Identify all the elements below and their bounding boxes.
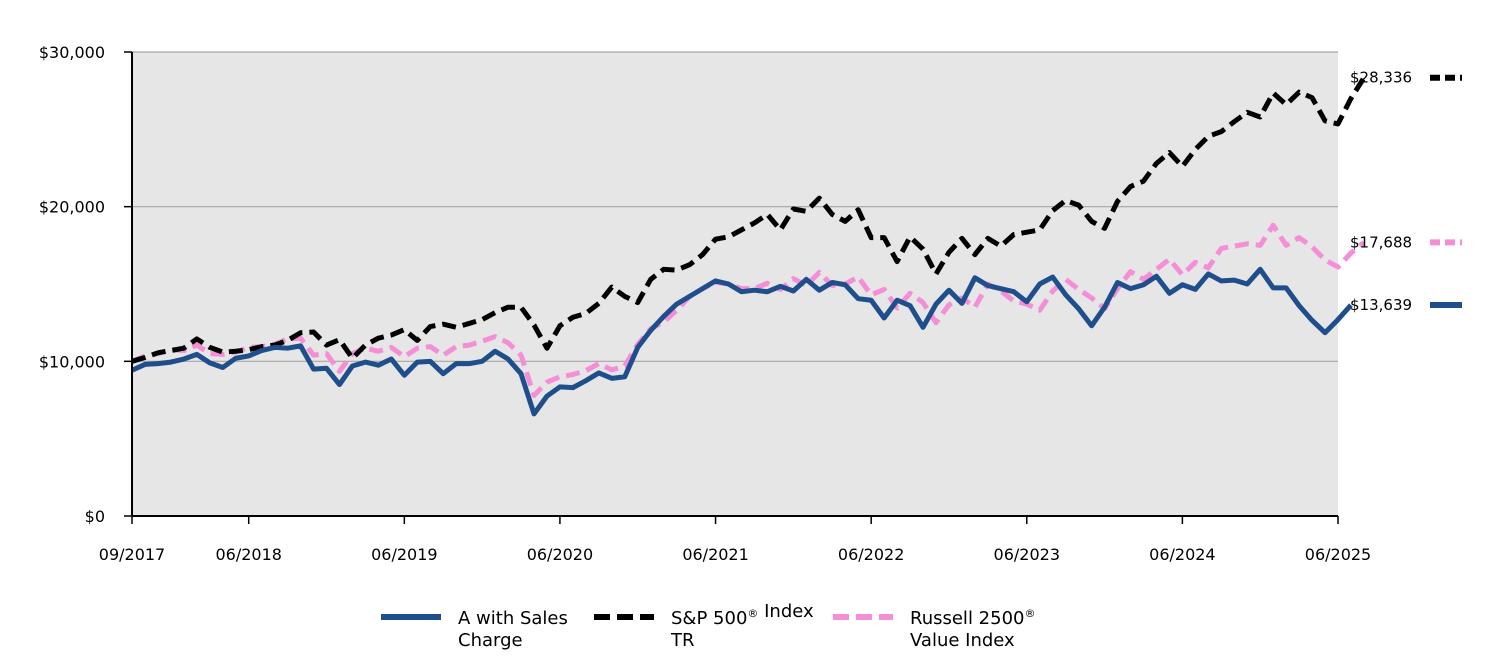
y-tick-label: $10,000 [39, 352, 105, 371]
series-line [130, 266, 1353, 417]
legend-label: S&P 500® Index [671, 601, 814, 629]
x-tick-label: 06/2024 [1149, 545, 1215, 564]
x-tick-label: 06/2025 [1305, 545, 1371, 564]
y-tick-label: $20,000 [39, 198, 105, 217]
legend-label: Russell 2500® [910, 607, 1035, 629]
series-lines [130, 76, 1367, 417]
y-tick-label: $30,000 [39, 43, 105, 62]
legend-label: TR [670, 630, 695, 651]
end-labels: $13,639 $28,336 $17,688 [1350, 69, 1462, 314]
y-axis-ticks: $0 $10,000 $20,000 $30,000 [39, 43, 132, 526]
x-tick-label: 06/2021 [682, 545, 748, 564]
x-tick-label: 06/2022 [838, 545, 904, 564]
x-tick-label: 06/2019 [371, 545, 437, 564]
end-value-label: $28,336 [1350, 69, 1412, 87]
legend-label: Value Index [910, 630, 1015, 651]
end-value-label: $17,688 [1350, 233, 1412, 251]
end-value-label: $13,639 [1350, 296, 1412, 314]
legend-label: Charge [458, 630, 523, 651]
legend-label: A with Sales [458, 608, 568, 629]
series-line [131, 76, 1367, 364]
plot-area [132, 52, 1338, 516]
x-axis-ticks: 09/2017 06/2018 06/2019 06/2020 06/2021 06/20… [99, 516, 1371, 564]
x-tick-label: 09/2017 [99, 545, 165, 564]
axes [131, 52, 1338, 517]
x-tick-label: 06/2020 [527, 545, 593, 564]
x-tick-label: 06/2018 [215, 545, 281, 564]
x-tick-label: 06/2023 [994, 545, 1060, 564]
y-tick-label: $0 [85, 507, 105, 526]
